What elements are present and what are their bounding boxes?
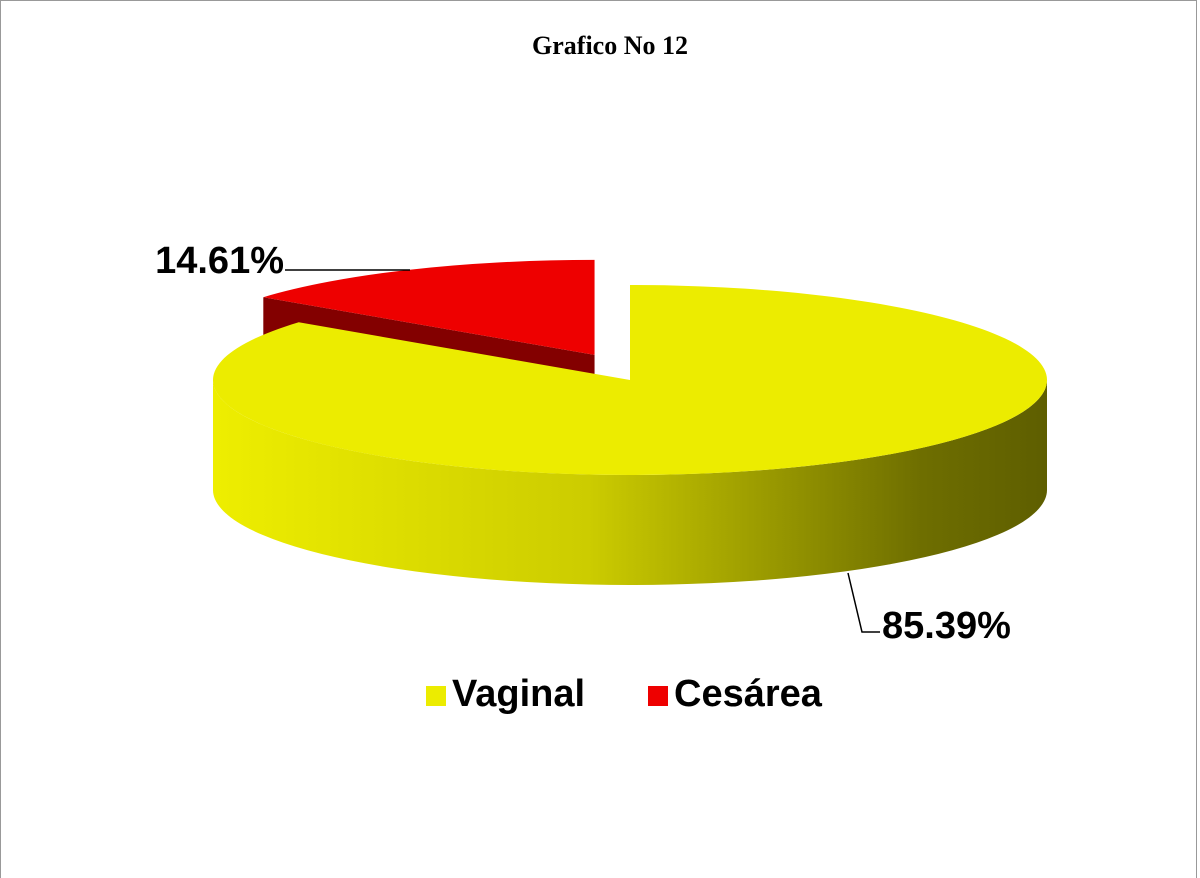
legend-label: Vaginal — [452, 673, 585, 715]
legend-swatch — [648, 686, 668, 706]
data-label: 85.39% — [882, 605, 1011, 647]
data-label: 14.61% — [155, 240, 284, 282]
pie: 85.39% 14.61% — [155, 240, 1047, 647]
slice-side — [213, 380, 1047, 585]
legend-swatch — [426, 686, 446, 706]
legend: Vaginal Cesárea — [426, 673, 823, 715]
slice — [213, 285, 1047, 476]
legend-label: Cesárea — [674, 673, 823, 715]
leader-line — [847, 572, 880, 633]
chart-title: Grafico No 12 — [532, 31, 688, 60]
slice — [263, 259, 595, 355]
